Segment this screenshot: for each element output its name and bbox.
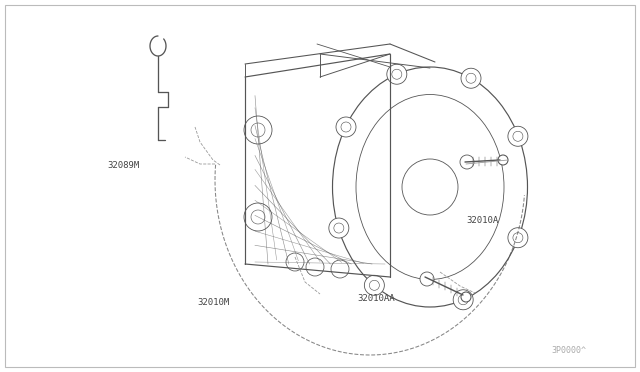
Text: 3P0000^: 3P0000^ <box>552 346 587 355</box>
Circle shape <box>336 117 356 137</box>
Circle shape <box>508 126 528 146</box>
Circle shape <box>461 68 481 88</box>
Circle shape <box>286 253 304 271</box>
Circle shape <box>369 280 380 290</box>
Circle shape <box>387 64 407 84</box>
Circle shape <box>244 116 272 144</box>
Circle shape <box>329 218 349 238</box>
Circle shape <box>244 203 272 231</box>
Circle shape <box>508 228 528 248</box>
Circle shape <box>513 131 523 141</box>
Circle shape <box>461 292 471 302</box>
Circle shape <box>498 155 508 165</box>
Circle shape <box>420 272 434 286</box>
Circle shape <box>251 210 265 224</box>
Text: 32089M: 32089M <box>108 161 140 170</box>
Circle shape <box>251 123 265 137</box>
Circle shape <box>513 233 523 243</box>
Text: 32010AA: 32010AA <box>357 294 395 303</box>
Circle shape <box>458 295 468 305</box>
Circle shape <box>334 223 344 233</box>
Circle shape <box>460 155 474 169</box>
Text: 32010A: 32010A <box>466 216 498 225</box>
Circle shape <box>306 258 324 276</box>
Circle shape <box>466 73 476 83</box>
Circle shape <box>392 69 402 79</box>
Text: 32010M: 32010M <box>197 298 229 307</box>
Circle shape <box>341 122 351 132</box>
Circle shape <box>364 275 385 295</box>
Circle shape <box>453 290 473 310</box>
Circle shape <box>331 260 349 278</box>
